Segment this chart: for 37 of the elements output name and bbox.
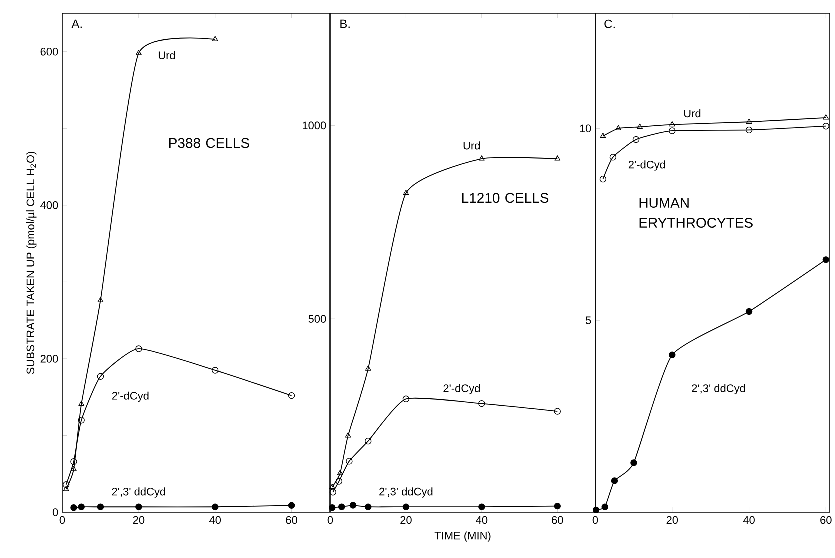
- chart-title: B.: [340, 20, 350, 28]
- x-tick-label: 60: [552, 516, 564, 524]
- y-tick-label: 500: [308, 315, 326, 323]
- x-tick-label: 60: [286, 516, 298, 524]
- x-tick-label: 20: [133, 516, 145, 524]
- series-label: Urd: [464, 142, 480, 150]
- x-tick-label: 20: [666, 516, 678, 524]
- x-tick-label: 40: [743, 516, 755, 524]
- x-tick-label: 40: [476, 516, 488, 524]
- x-axis-title: TIME (MIN): [434, 532, 491, 542]
- text: HUMAN ERYTHROCYTES: [640, 198, 753, 228]
- x-tick-label: 0: [592, 516, 598, 524]
- series-label: Urd: [158, 51, 176, 60]
- text: 2',3' ddCyd: [692, 384, 746, 395]
- y-axis-title: SUBSTRATE TAKEN UP (pmol/µl CELL H$_{2}$O): [26, 152, 37, 374]
- series-label: 2'-dCyd: [112, 392, 149, 402]
- x-tick-label: 60: [820, 516, 832, 524]
- y-tick-label: 600: [40, 48, 58, 56]
- y-tick-label: 5: [586, 316, 592, 324]
- x-tick-label: 20: [400, 516, 412, 524]
- chart-title: C.: [604, 20, 615, 28]
- x-tick-label: 0: [60, 516, 66, 524]
- text: L1210 CELLS: [462, 193, 549, 204]
- y-tick-label: 1000: [303, 122, 326, 130]
- series-label: 2',3' ddCyd: [380, 488, 433, 498]
- series-label: 2',3' ddCyd: [112, 488, 166, 498]
- x-tick-label: 0: [328, 516, 334, 524]
- y-tick-label: 0: [52, 508, 58, 516]
- x-tick-label: 40: [209, 516, 222, 524]
- series-label: 2'-dCyd: [444, 384, 480, 395]
- y-tick-label: 200: [40, 355, 58, 363]
- y-tick-label: 10: [580, 124, 592, 133]
- y-tick-label: 400: [40, 202, 58, 210]
- series-label: 2'-dCyd: [628, 160, 666, 171]
- text: P388 CELLS: [169, 138, 250, 148]
- series-label: Urd: [684, 110, 701, 118]
- chart-title: A.: [72, 20, 82, 28]
